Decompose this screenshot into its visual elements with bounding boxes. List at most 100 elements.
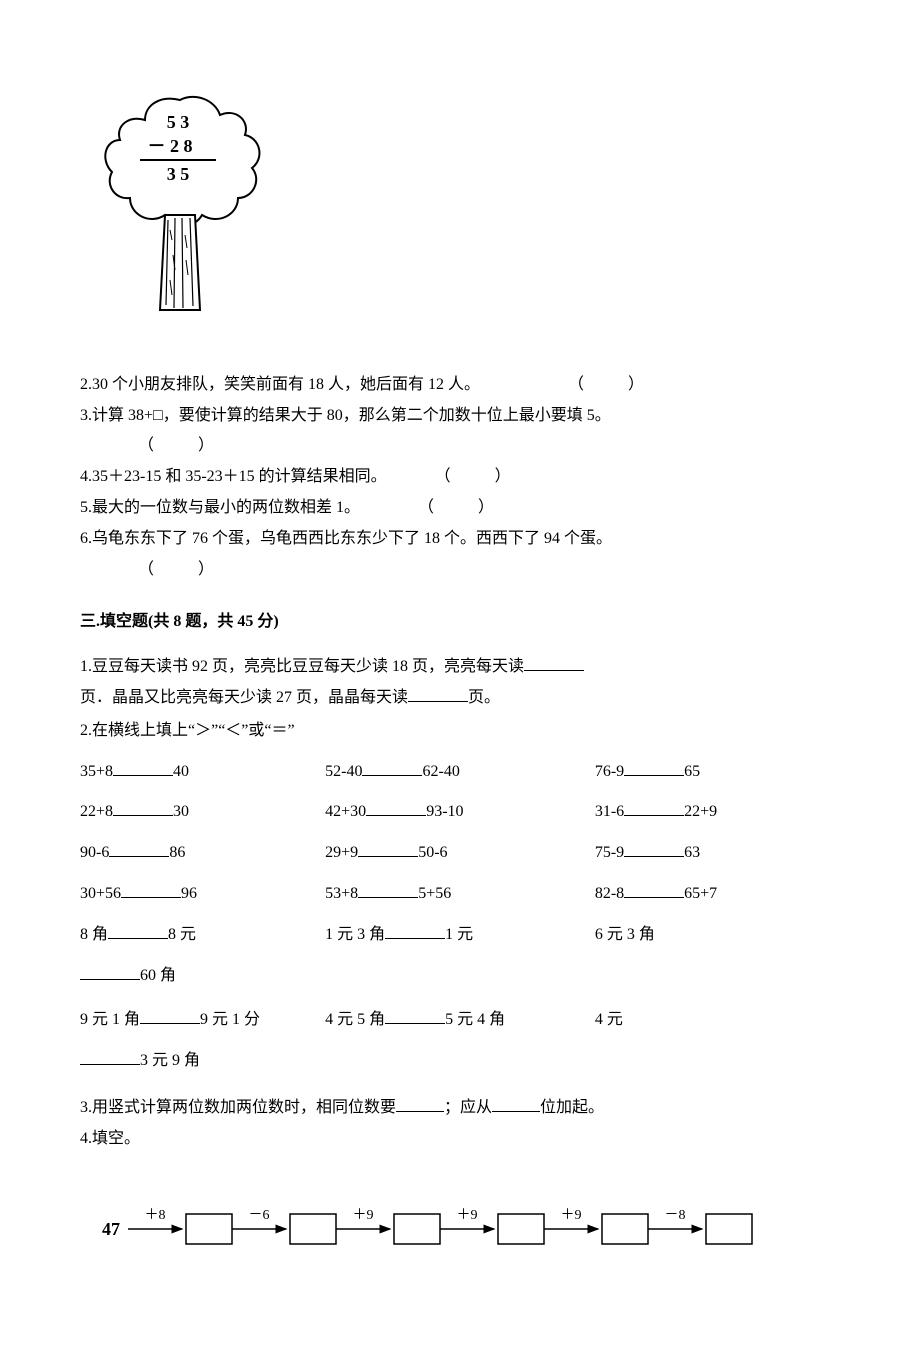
blank [624,881,684,898]
chain-box [186,1214,232,1244]
money2-tail: 3 元 9 角 [140,1052,200,1069]
question-4: 4.35＋23-15 和 35-23＋15 的计算结果相同。 （ ） [80,463,840,492]
blank [108,922,168,939]
expr-right: 22+9 [684,803,717,820]
expr-r: 1 元 [445,926,473,943]
compare-row: 22+83042+3093-1031-6 22+9 [80,798,840,827]
blank [140,1007,200,1024]
question-6: 6.乌龟东东下了 76 个蛋，乌龟西西比东东少下了 18 个。西西下了 94 个… [80,525,840,554]
expr-l: 9 元 1 角 [80,1011,140,1028]
blank [109,840,169,857]
compare-cell: 22+830 [80,798,325,827]
blank [358,881,418,898]
expr-left: 75-9 [595,844,624,861]
expr-r: 8 元 [168,926,196,943]
chain-op: －6 [249,1208,270,1223]
chain-svg: 47＋8－6＋9＋9＋9－8 [80,1184,840,1264]
blank [624,759,684,776]
expr-right: 40 [173,763,189,780]
money-row-1-tail: 60 角 [80,962,840,991]
blank [121,881,181,898]
expr-left: 76-9 [595,763,624,780]
question-5: 5.最大的一位数与最小的两位数相差 1。 （ ） [80,494,840,523]
expr-left: 82-8 [595,885,624,902]
expr-right: 86 [169,844,185,861]
blank [358,840,418,857]
money1-tail: 60 角 [140,967,176,984]
s3-q1: 1.豆豆每天读书 92 页，亮亮比豆豆每天少读 18 页，亮亮每天读 [80,653,840,682]
tree-svg: 5 3 － 2 8 3 5 [90,80,270,320]
s3-q3-a: 3.用竖式计算两位数加两位数时，相同位数要 [80,1099,396,1116]
compare-cell: 90-6 86 [80,839,325,868]
money-cell: 1 元 3 角 1 元 [325,921,595,950]
question-2-paren: （ ） [568,376,648,393]
money-cell: 9 元 1 角 9 元 1 分 [80,1006,325,1035]
money-row-2-tail: 3 元 9 角 [80,1047,840,1076]
compare-table: 35+8 40 52-40 62-40 76-965 22+83042+3093-1031… [80,758,840,909]
expr-r: 5 元 4 角 [445,1011,505,1028]
calc-result: 3 5 [167,164,190,184]
chain-box [394,1214,440,1244]
expr-right: 62-40 [422,763,459,780]
chain-op: ＋9 [561,1208,582,1223]
question-3: 3.计算 38+□，要使计算的结果大于 80，那么第二个加数十位上最小要填 5。 [80,402,840,431]
chain-box [602,1214,648,1244]
expr-l: 6 元 3 角 [595,926,655,943]
calc-row-2: － 2 8 [148,136,193,156]
question-3-paren-line: （ ） [138,432,840,461]
question-2: 2.30 个小朋友排队，笑笑前面有 18 人，她后面有 12 人。 （ ） [80,371,840,400]
compare-cell: 29+950-6 [325,839,595,868]
tree-problem-figure: 5 3 － 2 8 3 5 [90,80,840,331]
expr-left: 31-6 [595,803,624,820]
blank [366,799,426,816]
question-3-paren: （ ） [138,437,218,454]
chain-box [290,1214,336,1244]
money-cell: 8 角8 元 [80,921,325,950]
blank [113,799,173,816]
blank [492,1095,540,1112]
compare-row: 30+569653+85+5682-865+7 [80,880,840,909]
s3-q4: 4.填空。 [80,1125,840,1154]
blank [396,1095,444,1112]
compare-row: 35+8 40 52-40 62-40 76-965 [80,758,840,787]
expr-right: 5+56 [418,885,451,902]
chain-box [498,1214,544,1244]
compare-cell: 76-965 [595,758,840,787]
chain-op: ＋9 [457,1208,478,1223]
compare-row: 90-6 86 29+950-675-9 63 [80,839,840,868]
section-3-title: 三.填空题(共 8 题，共 45 分) [80,608,840,637]
blank [408,685,468,702]
expr-l: 1 元 3 角 [325,926,385,943]
compare-cell: 31-6 22+9 [595,798,840,827]
question-6-paren: （ ） [138,561,218,578]
expr-right: 50-6 [418,844,447,861]
money-row-1: 8 角8 元 1 元 3 角 1 元 6 元 3 角 [80,921,840,950]
compare-cell: 52-40 62-40 [325,758,595,787]
expr-r: 9 元 1 分 [200,1011,260,1028]
expr-left: 22+8 [80,803,113,820]
blank [624,840,684,857]
question-4-paren: （ ） [435,468,515,485]
blank [524,654,584,671]
expr-left: 52-40 [325,763,362,780]
s3-q1-c: 页。 [468,689,500,706]
money-cell: 6 元 3 角 [595,921,840,950]
chain-box [706,1214,752,1244]
blank [385,1007,445,1024]
s3-q3: 3.用竖式计算两位数加两位数时，相同位数要；应从位加起。 [80,1094,840,1123]
blank [80,1048,140,1065]
expr-left: 53+8 [325,885,358,902]
question-6-paren-line: （ ） [138,556,840,585]
expr-right: 93-10 [426,803,463,820]
expr-l: 4 元 5 角 [325,1011,385,1028]
question-4-text: 4.35＋23-15 和 35-23＋15 的计算结果相同。 [80,468,387,485]
compare-cell: 42+3093-10 [325,798,595,827]
s3-q1-line2: 页．晶晶又比亮亮每天少读 27 页，晶晶每天读页。 [80,684,840,713]
expr-left: 35+8 [80,763,113,780]
expr-left: 90-6 [80,844,109,861]
question-5-paren: （ ） [418,499,498,516]
compare-cell: 35+8 40 [80,758,325,787]
blank [362,759,422,776]
expr-right: 63 [684,844,700,861]
compare-cell: 75-9 63 [595,839,840,868]
